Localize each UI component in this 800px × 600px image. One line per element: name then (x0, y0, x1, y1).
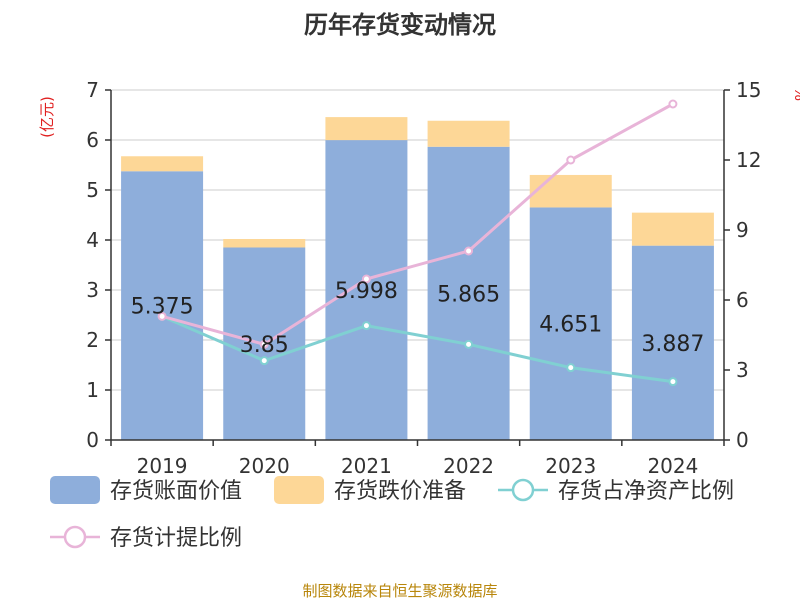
bar-book-value (427, 146, 510, 440)
line-point (464, 339, 474, 349)
left-tick-label: 5 (86, 178, 99, 202)
bar-impairment (631, 212, 714, 246)
bar-impairment (325, 117, 408, 141)
bar-value-label: 5.865 (437, 282, 500, 307)
chart-title: 历年存货变动情况 (304, 11, 496, 39)
bar-impairment (427, 120, 510, 147)
x-tick-label: 2019 (137, 454, 188, 478)
bar-value-label: 3.85 (240, 333, 289, 358)
source-note: 制图数据来自恒生聚源数据库 (302, 582, 497, 600)
bar-impairment (121, 156, 204, 172)
right-tick-label: 0 (736, 428, 749, 452)
bar-value-label: 4.651 (539, 313, 602, 338)
legend-label: 存货账面价值 (110, 479, 242, 504)
bar-book-value (121, 171, 204, 440)
data-labels: 5.375 3.85 5.998 5.865 4.651 3.887 (131, 279, 705, 358)
right-tick-label: 12 (736, 148, 761, 172)
bar-impairment (529, 174, 612, 208)
left-tick-label: 2 (86, 328, 99, 352)
left-tick-label: 4 (86, 228, 99, 252)
right-tick-label: 9 (736, 218, 749, 242)
line-net-asset-ratio (161, 314, 674, 384)
bar-book-value (529, 207, 612, 440)
x-tick-label: 2023 (545, 454, 596, 478)
x-tick-label: 2022 (443, 454, 494, 478)
x-tick-label: 2020 (239, 454, 290, 478)
left-axis-unit: (亿元) (38, 96, 56, 138)
bar-value-label: 3.887 (641, 332, 704, 357)
bar-value-label: 5.998 (335, 279, 398, 304)
legend-label: 存货占净资产比例 (558, 479, 734, 504)
left-tick-label: 0 (86, 428, 99, 452)
line-point (668, 377, 678, 387)
line-point (668, 99, 678, 109)
right-axis-unit: % (791, 87, 800, 101)
line-point (566, 363, 576, 373)
left-tick-label: 6 (86, 128, 99, 152)
line-point (259, 356, 269, 366)
bars (121, 117, 714, 440)
right-tick-label: 15 (736, 78, 761, 102)
legend-swatch (274, 476, 324, 504)
bar-book-value (631, 245, 714, 440)
x-tick-label: 2024 (647, 454, 698, 478)
legend-label: 存货跌价准备 (334, 479, 466, 504)
line-provision-ratio (161, 102, 674, 346)
right-tick-label: 3 (736, 358, 749, 382)
left-tick-label: 1 (86, 378, 99, 402)
line-point (259, 339, 269, 349)
left-tick-label: 7 (86, 78, 99, 102)
bar-value-label: 5.375 (131, 295, 194, 320)
right-tick-label: 6 (736, 288, 749, 312)
line-point (157, 311, 167, 321)
line-point (464, 246, 474, 256)
bar-impairment (223, 239, 306, 248)
bar-book-value (325, 140, 408, 440)
line-point (361, 321, 371, 331)
series-lines (157, 99, 678, 387)
legend-marker (511, 478, 535, 502)
x-tick-label: 2021 (341, 454, 392, 478)
line-point (361, 274, 371, 284)
legend-swatch (50, 476, 100, 504)
left-tick-label: 3 (86, 278, 99, 302)
line-point (566, 155, 576, 165)
legend-marker (63, 525, 87, 549)
legend-label: 存货计提比例 (110, 526, 242, 551)
